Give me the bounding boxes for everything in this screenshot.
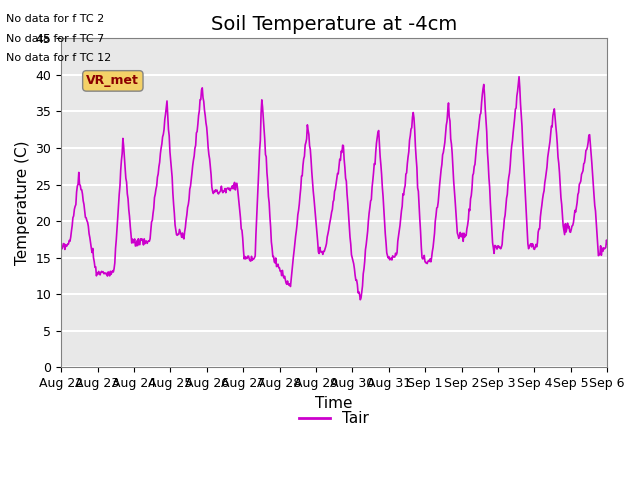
- Legend: Tair: Tair: [293, 405, 375, 432]
- X-axis label: Time: Time: [316, 396, 353, 410]
- Text: No data for f TC 7: No data for f TC 7: [6, 34, 105, 44]
- Y-axis label: Temperature (C): Temperature (C): [15, 141, 30, 265]
- Text: No data for f TC 2: No data for f TC 2: [6, 14, 105, 24]
- Text: VR_met: VR_met: [86, 74, 140, 87]
- Text: No data for f TC 12: No data for f TC 12: [6, 53, 111, 63]
- Title: Soil Temperature at -4cm: Soil Temperature at -4cm: [211, 15, 458, 34]
